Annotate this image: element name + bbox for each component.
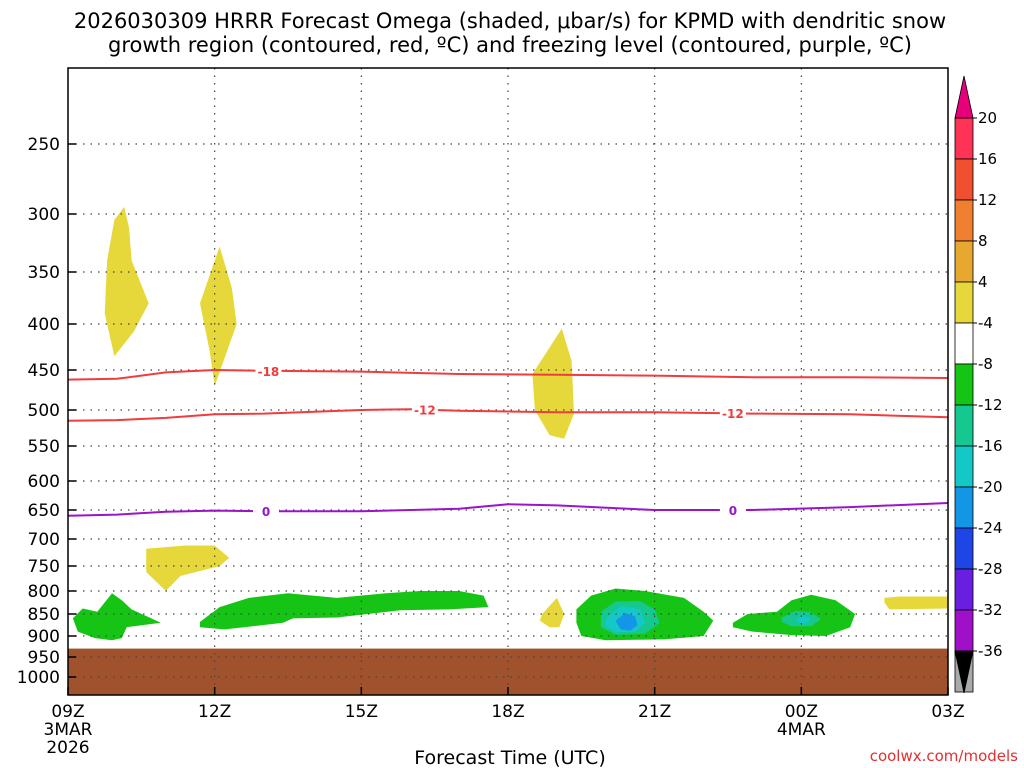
colorbar-swatch-11	[954, 568, 974, 611]
contour-label-freezing-level-0c: 0	[262, 505, 270, 519]
colorbar-label-7: -12	[978, 396, 1003, 414]
colorbar-swatch-1	[954, 158, 974, 201]
y-tick-label-350: 350	[28, 263, 60, 283]
colorbar-swatch-7	[954, 404, 974, 447]
x-axis-label: Forecast Time (UTC)	[414, 747, 605, 768]
colorbar-label-3: 8	[978, 232, 988, 250]
contour-line-temp-12c	[67, 408, 949, 422]
shaded-region-omega-4-upper-b	[200, 246, 237, 386]
contours: -18 -12 -12 0 0	[67, 362, 949, 519]
colorbar-label-2: 12	[978, 191, 997, 209]
x-tick-label-09z: 09Z	[51, 702, 84, 722]
shaded-region-omega-4-upper-a	[104, 207, 149, 357]
x-tick-year-2026: 2026	[46, 738, 89, 758]
colorbar-swatch-4	[954, 281, 974, 324]
y-tick-label-450: 450	[28, 361, 60, 381]
contour-label-freezing-level-0c-east: 0	[729, 504, 737, 518]
chart-title-line-1: 2026030309 HRRR Forecast Omega (shaded, …	[74, 9, 946, 33]
contour-label-bg-temp-12c	[411, 401, 438, 417]
colorbar-label-11: -28	[978, 560, 1003, 578]
y-tick-label-550: 550	[28, 437, 60, 457]
y-tick-label-400: 400	[28, 315, 60, 335]
contour-label-bg-freezing-level-0c	[253, 503, 279, 519]
x-tick-label-18z: 18Z	[491, 702, 524, 722]
colorbar-swatch-6	[954, 363, 974, 406]
shaded-region-omega-4-lower-c	[884, 596, 948, 610]
colorbar-label-0: 20	[978, 109, 997, 127]
shaded-region-omega-4-lower-a	[146, 545, 230, 591]
x-tick-label-12z: 12Z	[198, 702, 231, 722]
shaded-region-omega-4-lower-b	[539, 597, 565, 628]
colorbar-label-12: -32	[978, 601, 1003, 619]
colorbar-label-6: -8	[978, 355, 993, 373]
shaded-region-omega-16-d	[796, 615, 812, 624]
contour-label-bg-freezing-level-0c-east	[719, 502, 746, 517]
x-tick-label-00z: 00Z	[785, 702, 818, 722]
y-tick-label-650: 650	[28, 501, 60, 521]
contour-line-temp-18c	[67, 368, 949, 381]
colorbar-swatch-3	[954, 240, 974, 283]
colorbar-label-13: -36	[978, 642, 1003, 660]
colorbar: 20 16 12 8 4 -4 -8 -12 -16 -20 -24 -28 -32 -36	[954, 75, 1003, 694]
y-tick-label-800: 800	[28, 582, 60, 602]
y-tick-label-700: 700	[28, 530, 60, 550]
y-tick-label-750: 750	[28, 557, 60, 577]
x-tick-label-03z: 03Z	[931, 702, 964, 722]
x-tick-date-4mar: 4MAR	[777, 720, 826, 740]
colorbar-swatch-9	[954, 486, 974, 529]
colorbar-swatch-8	[954, 445, 974, 488]
contour-label-temp-12c-east: -12	[722, 407, 744, 421]
x-tick-date-3mar: 3MAR	[44, 720, 93, 740]
contour-line-freezing-level-0c	[67, 502, 949, 517]
y-tick-label-950: 950	[28, 648, 60, 668]
colorbar-top-arrow	[954, 75, 974, 119]
y-tick-label-850: 850	[28, 605, 60, 625]
colorbar-label-1: 16	[978, 150, 997, 168]
chart-title-line-2: growth region (contoured, red, ºC) and f…	[108, 33, 912, 57]
y-tick-label-600: 600	[28, 472, 60, 492]
colorbar-label-4: 4	[978, 273, 988, 291]
colorbar-label-8: -16	[978, 437, 1003, 455]
contour-label-bg-temp-18c	[255, 362, 282, 378]
y-tick-label-900: 900	[28, 627, 60, 647]
colorbar-bottom-arrow	[954, 650, 974, 694]
shaded-region-omega-16-c	[615, 613, 638, 631]
y-axis: 2503003504004505005506006507007508008509…	[17, 135, 76, 688]
colorbar-swatch-2	[954, 199, 974, 242]
y-tick-label-500: 500	[28, 401, 60, 421]
source-credit: coolwx.com/models	[870, 747, 1018, 765]
colorbar-label-9: -20	[978, 478, 1003, 496]
contour-label-temp-18c: -18	[258, 365, 280, 379]
colorbar-swatch-10	[954, 527, 974, 570]
colorbar-label-10: -24	[978, 519, 1003, 537]
x-tick-label-15z: 15Z	[345, 702, 378, 722]
y-tick-label-1000: 1000	[17, 668, 60, 688]
y-tick-label-300: 300	[28, 205, 60, 225]
colorbar-swatch-12	[954, 609, 974, 652]
shaded-region-omega-4-a	[72, 593, 161, 641]
shaded-region-omega-4-b	[200, 591, 489, 630]
colorbar-swatch-5	[954, 322, 974, 365]
colorbar-swatch-0	[954, 117, 974, 160]
contour-label-bg-temp-12c-east	[719, 404, 746, 420]
y-tick-label-250: 250	[28, 135, 60, 155]
x-tick-label-21z: 21Z	[638, 702, 671, 722]
contour-label-temp-12c: -12	[414, 404, 436, 418]
colorbar-label-5: -4	[978, 314, 993, 332]
